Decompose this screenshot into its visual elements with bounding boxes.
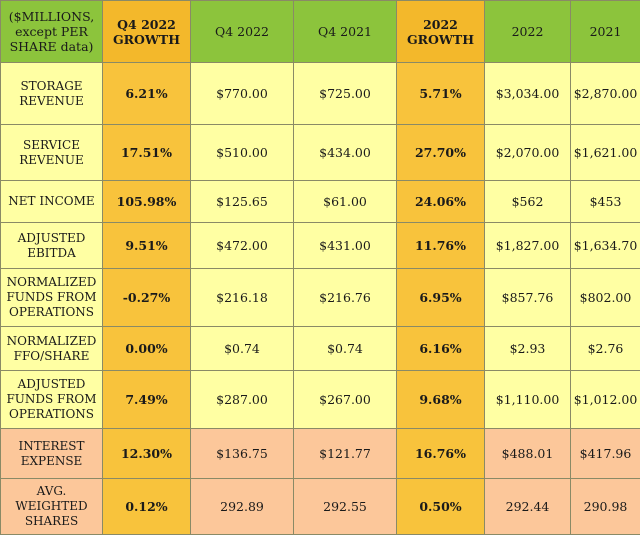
value-cell: $61.00 xyxy=(293,180,397,223)
value-cell: $857.76 xyxy=(484,268,571,327)
value-cell: $136.75 xyxy=(190,428,294,479)
annual-growth-cell: 0.50% xyxy=(396,478,485,535)
q4-growth-cell: 0.00% xyxy=(102,326,191,371)
value-cell: $267.00 xyxy=(293,370,397,429)
value-cell: $2,870.00 xyxy=(570,62,640,125)
value-cell: 292.89 xyxy=(190,478,294,535)
q4-growth-cell: -0.27% xyxy=(102,268,191,327)
annual-growth-cell: 11.76% xyxy=(396,222,485,269)
table-row: ADJUSTED FUNDS FROM OPERATIONS 7.49% $28… xyxy=(0,370,640,429)
q4-growth-cell: 12.30% xyxy=(102,428,191,479)
value-cell: $1,012.00 xyxy=(570,370,640,429)
row-label: ADJUSTED FUNDS FROM OPERATIONS xyxy=(0,370,103,429)
value-cell: $3,034.00 xyxy=(484,62,571,125)
q4-growth-cell: 105.98% xyxy=(102,180,191,223)
value-cell: $453 xyxy=(570,180,640,223)
value-cell: $287.00 xyxy=(190,370,294,429)
value-cell: 292.55 xyxy=(293,478,397,535)
header-2021: 2021 xyxy=(570,0,640,63)
value-cell: $2.93 xyxy=(484,326,571,371)
value-cell: $2.76 xyxy=(570,326,640,371)
value-cell: $802.00 xyxy=(570,268,640,327)
value-cell: $125.65 xyxy=(190,180,294,223)
table-row: INTEREST EXPENSE 12.30% $136.75 $121.77 … xyxy=(0,428,640,479)
annual-growth-cell: 16.76% xyxy=(396,428,485,479)
q4-growth-cell: 7.49% xyxy=(102,370,191,429)
value-cell: $216.76 xyxy=(293,268,397,327)
annual-growth-cell: 9.68% xyxy=(396,370,485,429)
row-label: NORMALIZED FFO/SHARE xyxy=(0,326,103,371)
value-cell: $1,621.00 xyxy=(570,124,640,181)
value-cell: $1,634.70 xyxy=(570,222,640,269)
header-q4-2022-growth: Q4 2022 GROWTH xyxy=(102,0,191,63)
row-label: SERVICE REVENUE xyxy=(0,124,103,181)
header-row: ($MILLIONS, except PER SHARE data) Q4 20… xyxy=(0,0,640,63)
value-cell: $472.00 xyxy=(190,222,294,269)
value-cell: 290.98 xyxy=(570,478,640,535)
table-row: NORMALIZED FFO/SHARE 0.00% $0.74 $0.74 6… xyxy=(0,326,640,371)
row-label: AVG. WEIGHTED SHARES xyxy=(0,478,103,535)
value-cell: $434.00 xyxy=(293,124,397,181)
value-cell: $770.00 xyxy=(190,62,294,125)
header-2022: 2022 xyxy=(484,0,571,63)
value-cell: $431.00 xyxy=(293,222,397,269)
header-label: ($MILLIONS, except PER SHARE data) xyxy=(0,0,103,63)
value-cell: $1,110.00 xyxy=(484,370,571,429)
value-cell: 292.44 xyxy=(484,478,571,535)
annual-growth-cell: 6.16% xyxy=(396,326,485,371)
value-cell: $216.18 xyxy=(190,268,294,327)
table-row: AVG. WEIGHTED SHARES 0.12% 292.89 292.55… xyxy=(0,478,640,535)
value-cell: $510.00 xyxy=(190,124,294,181)
table-row: STORAGE REVENUE 6.21% $770.00 $725.00 5.… xyxy=(0,62,640,125)
q4-growth-cell: 6.21% xyxy=(102,62,191,125)
table-row: SERVICE REVENUE 17.51% $510.00 $434.00 2… xyxy=(0,124,640,181)
q4-growth-cell: 17.51% xyxy=(102,124,191,181)
table-row: ADJUSTED EBITDA 9.51% $472.00 $431.00 11… xyxy=(0,222,640,269)
value-cell: $562 xyxy=(484,180,571,223)
annual-growth-cell: 6.95% xyxy=(396,268,485,327)
value-cell: $0.74 xyxy=(190,326,294,371)
header-q4-2021: Q4 2021 xyxy=(293,0,397,63)
q4-growth-cell: 0.12% xyxy=(102,478,191,535)
value-cell: $121.77 xyxy=(293,428,397,479)
row-label: STORAGE REVENUE xyxy=(0,62,103,125)
value-cell: $1,827.00 xyxy=(484,222,571,269)
row-label: INTEREST EXPENSE xyxy=(0,428,103,479)
annual-growth-cell: 24.06% xyxy=(396,180,485,223)
q4-growth-cell: 9.51% xyxy=(102,222,191,269)
value-cell: $417.96 xyxy=(570,428,640,479)
annual-growth-cell: 27.70% xyxy=(396,124,485,181)
value-cell: $0.74 xyxy=(293,326,397,371)
row-label: NORMALIZED FUNDS FROM OPERATIONS xyxy=(0,268,103,327)
value-cell: $488.01 xyxy=(484,428,571,479)
table-row: NET INCOME 105.98% $125.65 $61.00 24.06%… xyxy=(0,180,640,223)
value-cell: $725.00 xyxy=(293,62,397,125)
header-2022-growth: 2022 GROWTH xyxy=(396,0,485,63)
annual-growth-cell: 5.71% xyxy=(396,62,485,125)
table-row: NORMALIZED FUNDS FROM OPERATIONS -0.27% … xyxy=(0,268,640,327)
header-q4-2022: Q4 2022 xyxy=(190,0,294,63)
row-label: NET INCOME xyxy=(0,180,103,223)
value-cell: $2,070.00 xyxy=(484,124,571,181)
row-label: ADJUSTED EBITDA xyxy=(0,222,103,269)
